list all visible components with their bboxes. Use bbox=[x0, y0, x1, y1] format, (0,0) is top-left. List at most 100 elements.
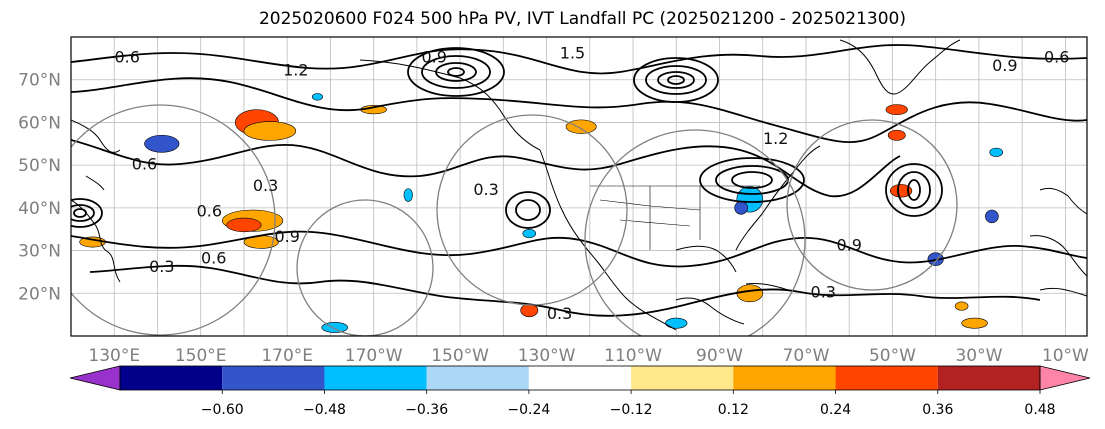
pv-contour bbox=[71, 139, 901, 198]
pc-shaded-region bbox=[736, 284, 764, 303]
coastline-central-america bbox=[675, 283, 789, 325]
contour-label: 1.2 bbox=[283, 60, 308, 79]
pv-contour bbox=[715, 165, 789, 195]
pv-contour bbox=[897, 171, 931, 209]
contour-label: 0.9 bbox=[992, 56, 1017, 75]
pc-shaded-region bbox=[889, 184, 913, 198]
map-background bbox=[71, 37, 1087, 336]
pv-contour bbox=[71, 204, 95, 222]
contour-label-layer: 0.6 1.2 0.9 1.5 0.9 0.6 0.6 0.3 0.6 0.9 0.3 0.6 1.2 0… bbox=[114, 43, 1069, 323]
contour-label: 0.9 bbox=[421, 48, 446, 67]
pv-contour bbox=[71, 77, 1087, 144]
longitude-tick-label: 170°W bbox=[345, 346, 403, 366]
pv-contour bbox=[421, 55, 491, 89]
longitude-tick-label: 70°W bbox=[783, 346, 830, 366]
colorbar-segment bbox=[324, 366, 427, 390]
contour-label: 0.6 bbox=[132, 154, 157, 173]
colorbar-segment bbox=[426, 366, 529, 390]
coastline-na-east bbox=[675, 145, 821, 273]
longitude-tick-label: 10°W bbox=[1042, 346, 1089, 366]
pv-contour bbox=[645, 65, 707, 95]
colorbar-tick-label: −0.36 bbox=[405, 402, 448, 418]
latitude-tick-label: 50°N bbox=[18, 156, 61, 176]
contour-label: 0.6 bbox=[1044, 48, 1069, 67]
pv-contour bbox=[89, 264, 1041, 317]
latitude-tick-label: 60°N bbox=[18, 113, 61, 133]
pc-shaded-region bbox=[887, 129, 906, 141]
contour-label: 0.6 bbox=[201, 248, 226, 267]
longitude-axis: 130°E 150°E 170°E 170°W 150°W 130°W 110°W 90°W 7… bbox=[88, 346, 1089, 366]
contour-label: 0.3 bbox=[253, 176, 278, 195]
landfall-circle bbox=[584, 129, 806, 336]
pc-shaded-region bbox=[989, 147, 1003, 157]
pc-shaded-region bbox=[885, 104, 908, 116]
longitude-tick-label: 130°E bbox=[88, 346, 140, 366]
colorbar-tick-label: −0.12 bbox=[610, 402, 653, 418]
latitude-tick-label: 70°N bbox=[18, 71, 61, 91]
pv-contour bbox=[407, 47, 505, 97]
pc-shading-layer bbox=[79, 93, 1003, 333]
pc-shaded-region bbox=[243, 121, 297, 141]
pv-contour bbox=[447, 67, 465, 77]
landfall-circle bbox=[71, 104, 276, 336]
contour-label: 0.3 bbox=[811, 283, 836, 302]
longitude-tick-label: 150°E bbox=[175, 346, 227, 366]
pc-shaded-region bbox=[403, 188, 413, 202]
colorbar-tick-label: 0.24 bbox=[820, 402, 851, 418]
colorbar-tick-label: 0.48 bbox=[1024, 402, 1055, 418]
map-title: 2025020600 F024 500 hPa PV, IVT Landfall… bbox=[258, 9, 906, 29]
pv-contour bbox=[667, 75, 685, 85]
contour-label: 1.5 bbox=[560, 43, 585, 62]
contour-label: 0.9 bbox=[274, 227, 299, 246]
longitude-tick-label: 90°W bbox=[696, 346, 743, 366]
contour-label: 0.3 bbox=[473, 180, 498, 199]
longitude-tick-label: 150°W bbox=[431, 346, 489, 366]
longitude-tick-label: 170°E bbox=[261, 346, 313, 366]
contour-label: 0.6 bbox=[114, 48, 139, 67]
pc-shaded-region bbox=[961, 317, 988, 329]
pv-contour bbox=[907, 179, 921, 201]
contour-label: 0.9 bbox=[836, 236, 861, 255]
pv-contour bbox=[657, 71, 695, 89]
pc-shaded-region bbox=[311, 93, 323, 101]
longitude-tick-label: 30°W bbox=[955, 346, 1002, 366]
landfall-circle bbox=[436, 114, 628, 306]
pv-contour bbox=[71, 44, 1087, 75]
contour-label: 0.3 bbox=[547, 304, 572, 323]
pv-contour bbox=[71, 230, 1087, 268]
colorbar-tick-label: −0.24 bbox=[507, 402, 550, 418]
landfall-circle bbox=[786, 119, 958, 291]
contour-label: 0.3 bbox=[149, 257, 174, 276]
pc-shaded-region bbox=[665, 317, 688, 329]
pc-shaded-region bbox=[985, 209, 999, 224]
pv-contour-layer bbox=[71, 44, 1087, 317]
coastline-greenland bbox=[839, 39, 961, 95]
pv-contour bbox=[885, 163, 943, 217]
colorbar-tick-label: 0.12 bbox=[718, 402, 749, 418]
colorbar-extend-max bbox=[1039, 365, 1091, 391]
pv-contour bbox=[515, 199, 541, 221]
contour-label: 0.6 bbox=[197, 201, 222, 220]
pc-shaded-region bbox=[565, 119, 597, 134]
colorbar-segment bbox=[835, 366, 938, 390]
colorbar-segment bbox=[528, 366, 632, 390]
colorbar-segment bbox=[631, 366, 734, 390]
borders-layer bbox=[590, 185, 760, 250]
pv-contour bbox=[731, 171, 773, 189]
colorbar-segment bbox=[937, 366, 1040, 390]
latitude-tick-label: 20°N bbox=[18, 284, 61, 304]
pc-shaded-region bbox=[734, 201, 748, 215]
colorbar-segment bbox=[222, 366, 325, 390]
coastline-layer bbox=[71, 39, 1087, 331]
contour-label: 1.2 bbox=[763, 129, 788, 148]
colorbar: −0.60 −0.48 −0.36 −0.24 −0.12 0.12 0.24 0.36 0.4… bbox=[69, 365, 1091, 418]
pv-contour bbox=[505, 191, 551, 229]
longitude-tick-label: 50°W bbox=[869, 346, 916, 366]
colorbar-frame bbox=[119, 365, 1041, 391]
pv-contour bbox=[699, 157, 805, 203]
colorbar-tick-label: −0.60 bbox=[201, 402, 244, 418]
pc-shaded-region bbox=[954, 301, 969, 311]
coastline-europe bbox=[1029, 187, 1087, 297]
pv-contour bbox=[435, 62, 477, 82]
